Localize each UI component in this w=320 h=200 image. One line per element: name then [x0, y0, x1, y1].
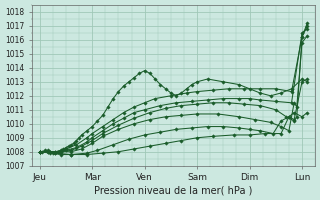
X-axis label: Pression niveau de la mer( hPa ): Pression niveau de la mer( hPa ) [94, 185, 253, 195]
